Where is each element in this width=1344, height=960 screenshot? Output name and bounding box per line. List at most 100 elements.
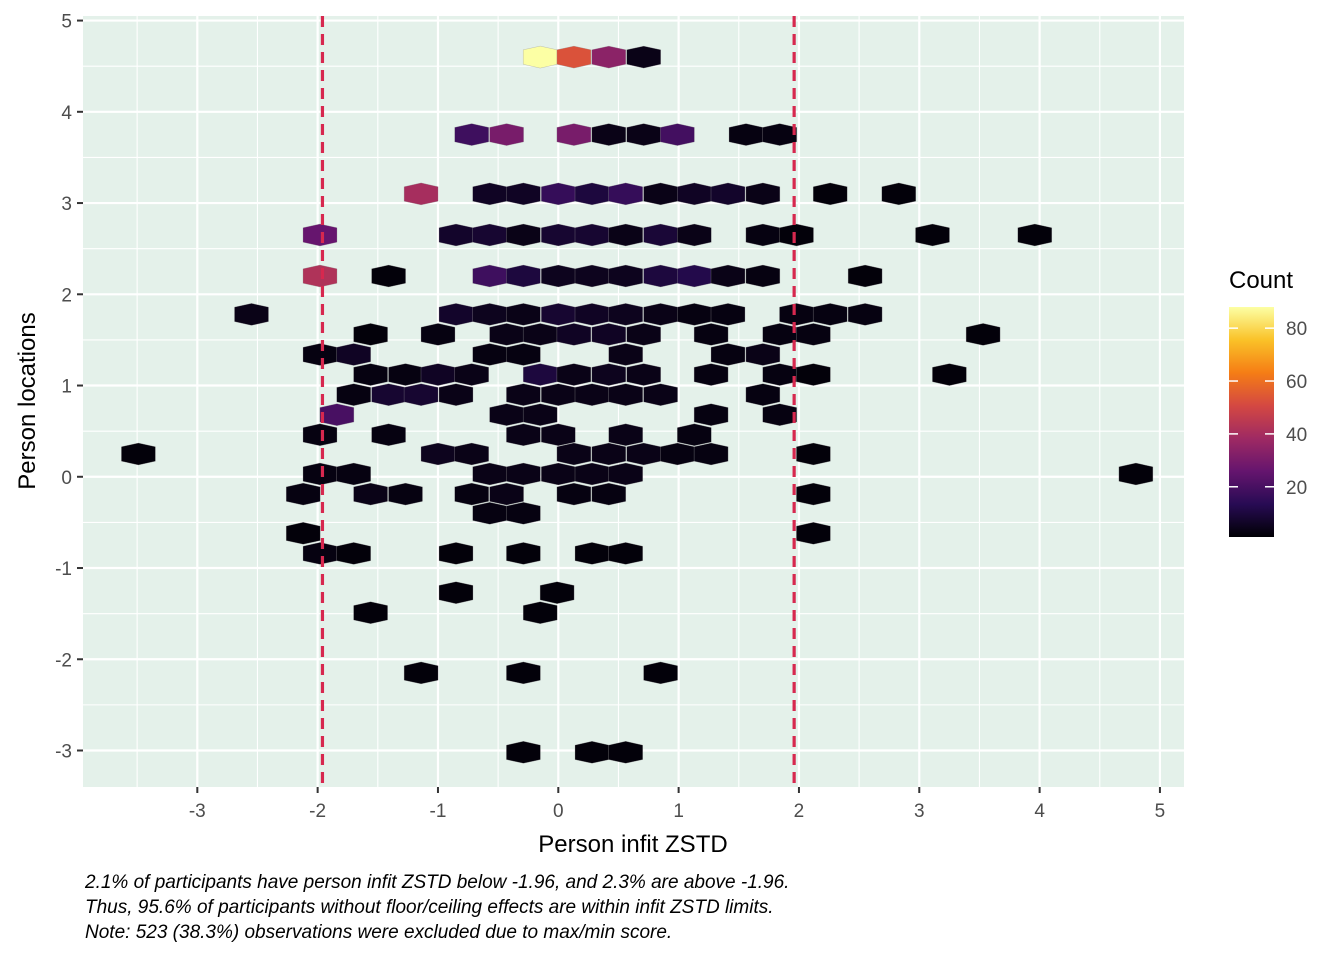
hexbin-cell [574,223,610,247]
hexbin-cell [472,343,507,366]
hexbin-cell [745,343,781,366]
hexbin-cell [710,182,746,206]
hexbin-cell [693,323,729,346]
hexbin-cell [541,383,576,406]
hexbin-cell [643,661,678,685]
chart-caption: 2.1% of participants have person infit Z… [85,870,1325,945]
x-tick-label: 2 [794,801,805,822]
y-tick-label: 5 [61,12,72,33]
hexbin-cell [915,223,950,247]
hexbin-cell [506,542,541,565]
hexbin-cell [574,383,610,406]
hexbin-cell [506,264,541,288]
hexbin-cell [353,482,388,506]
hexbin-cell [762,363,797,386]
hexbin-cell [745,223,781,247]
legend-label: 40 [1286,425,1307,446]
hexbin-cell [438,303,474,326]
hexbin-chart: -3 -2 -1 0 1 2 3 4 5 -3 -2 -1 0 1 2 3 4 5 Person infit Z… [14,12,1307,858]
hexbin-cell [556,123,592,146]
hexbin-cell [574,741,610,764]
hexbin-cell [574,182,610,206]
hexbin-cell [796,522,831,545]
hexbin-cell [438,542,474,565]
hexbin-cell [847,264,883,288]
hexbin-cell [522,323,558,346]
y-tick-label: 2 [61,285,72,306]
x-tick-label: -1 [430,801,447,822]
hexbin-cell [506,383,541,406]
hexbin-cell [556,482,592,506]
hexbin-cell [556,45,592,69]
y-tick-label: 1 [61,377,72,398]
hexbin-cell [472,182,507,206]
hexbin-cell [812,182,848,206]
hexbin-cell [626,323,661,346]
hexbin-cell [643,303,678,326]
hexbin-cell [608,264,643,288]
hexbin-cell [608,542,643,565]
y-axis: -3 -2 -1 0 1 2 3 4 5 [55,12,83,763]
hexbin-cell [626,45,661,69]
hexbin-cell [472,223,507,247]
y-axis-title: Person locations [14,312,41,489]
hexbin-cell [541,223,576,247]
hexbin-cell [302,223,338,247]
hexbin-cell [591,123,627,146]
hexbin-cell [1017,223,1053,247]
caption-line: 2.1% of participants have person infit Z… [85,872,790,893]
x-axis-title: Person infit ZSTD [538,831,727,858]
hexbin-cell [591,45,627,69]
hexbin-cell [353,363,388,386]
hexbin-cell [420,323,456,346]
hexbin-cell [847,303,883,326]
hexbin-cell [472,502,507,525]
hexbin-cell [438,223,474,247]
hexbin-cell [522,403,558,426]
hexbin-cell [472,264,507,288]
hexbin-cell [388,482,423,506]
hexbin-cell [591,363,627,386]
hexbin-cell [762,123,797,146]
reference-lines [320,16,796,787]
hexbin-cell [626,442,661,466]
hexbin-cell [796,482,831,506]
hexbin-cell [591,323,627,346]
hexbin-cell [728,123,764,146]
hexbin-cell [796,363,831,386]
hexbin-cell [506,741,541,764]
hexbin-cell [506,223,541,247]
hexbin-cell [353,323,388,346]
hexbin-cell [556,323,592,346]
x-tick-label: -2 [309,801,326,822]
hexbin-cell [591,442,627,466]
hexbin-cell [677,303,712,326]
y-tick-label: 0 [61,468,72,489]
hexbin-cell [677,423,712,447]
hexbin-cell [762,323,797,346]
y-tick-label: -2 [55,650,72,671]
hexbin-cell [438,581,474,604]
hexbin-cell [608,303,643,326]
hexbin-cell [489,403,524,426]
hexbin-cell [336,343,371,366]
hexbin-cell [745,264,781,288]
hexbin-cell [234,303,269,326]
hexbin-cell [693,403,729,426]
hexbin-cell [556,363,592,386]
hexbin-cell [388,363,423,386]
hexbin-cell [489,323,524,346]
x-axis: -3 -2 -1 0 1 2 3 4 5 [189,787,1165,822]
color-legend: Count 20 40 60 80 [1229,267,1307,537]
hexbin-cell [796,442,831,466]
hexbin-cell [677,182,712,206]
hexbin-cell [574,303,610,326]
hexbin-cell [302,264,338,288]
hexbin-cell [371,423,406,447]
hexbin-cell [302,423,338,447]
hexbin-cell [506,462,541,486]
hexbin-cell [693,363,729,386]
hexbin-cell [302,343,338,366]
legend-label: 20 [1286,478,1307,499]
caption-line: Thus, 95.6% of participants without floo… [85,897,774,918]
